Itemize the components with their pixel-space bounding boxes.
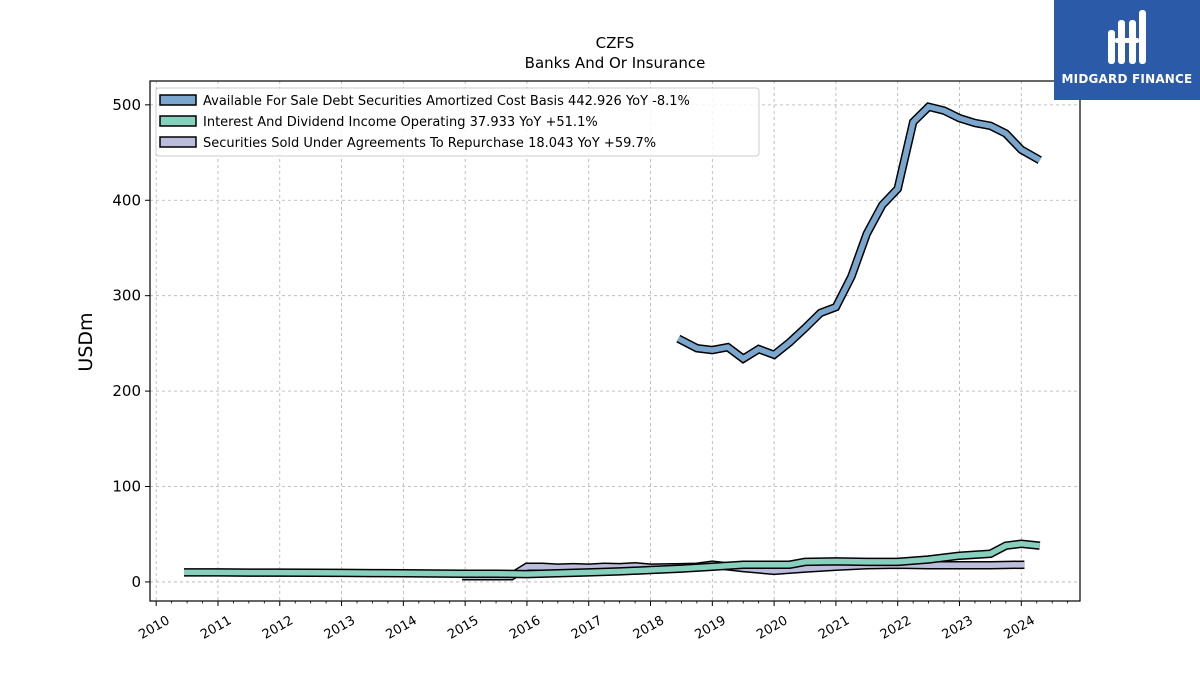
x-tick-label: 2010: [136, 613, 172, 643]
x-tick-label: 2023: [940, 613, 976, 643]
series-layer: [184, 102, 1042, 581]
series-line: [677, 103, 1042, 363]
x-tick-label: 2020: [754, 613, 790, 643]
x-tick-label: 2015: [445, 613, 481, 643]
x-tick-label: 2017: [569, 613, 605, 643]
x-tick-label: 2024: [1001, 613, 1037, 643]
x-tick-label: 2016: [507, 613, 543, 643]
x-tick-label: 2011: [198, 613, 234, 643]
brand-name: MIDGARD FINANCE: [1061, 72, 1193, 86]
x-tick-label: 2021: [816, 613, 852, 643]
x-tick-label: 2019: [692, 613, 728, 643]
brand-logo-icon: [1108, 10, 1146, 64]
x-tick-label: 2018: [631, 613, 667, 643]
legend-label: Interest And Dividend Income Operating 3…: [203, 115, 598, 130]
legend-label: Available For Sale Debt Securities Amort…: [203, 94, 690, 109]
chart-subtitle: Banks And Or Insurance: [525, 54, 706, 72]
grid-lines: [150, 81, 1080, 601]
legend-label: Securities Sold Under Agreements To Repu…: [203, 136, 656, 151]
y-tick-label: 300: [112, 287, 141, 305]
series-1-line: [184, 539, 1041, 579]
plot-frame: [149, 80, 1081, 602]
x-tick-label: 2012: [260, 613, 296, 643]
y-axis-label: USDm: [75, 312, 97, 371]
x-tick-label: 2022: [878, 613, 914, 643]
legend-swatch: [159, 94, 197, 106]
legend-swatch: [159, 115, 197, 127]
y-tick-label: 400: [112, 191, 141, 209]
x-tick-label: 2013: [322, 613, 358, 643]
legend-box: [155, 87, 760, 157]
y-tick-label: 0: [131, 573, 141, 591]
legend: Available For Sale Debt Securities Amort…: [155, 87, 760, 157]
series-line: [184, 541, 1041, 577]
series-0-line: [676, 102, 1042, 364]
x-tick-label: 2014: [384, 613, 420, 643]
legend-swatch: [159, 136, 197, 148]
y-tick-label: 200: [112, 382, 141, 400]
y-tick-label: 500: [112, 96, 141, 114]
brand-logo: MIDGARD FINANCE: [1054, 0, 1200, 100]
y-tick-label: 100: [112, 478, 141, 496]
chart-title: CZFS: [596, 34, 635, 52]
